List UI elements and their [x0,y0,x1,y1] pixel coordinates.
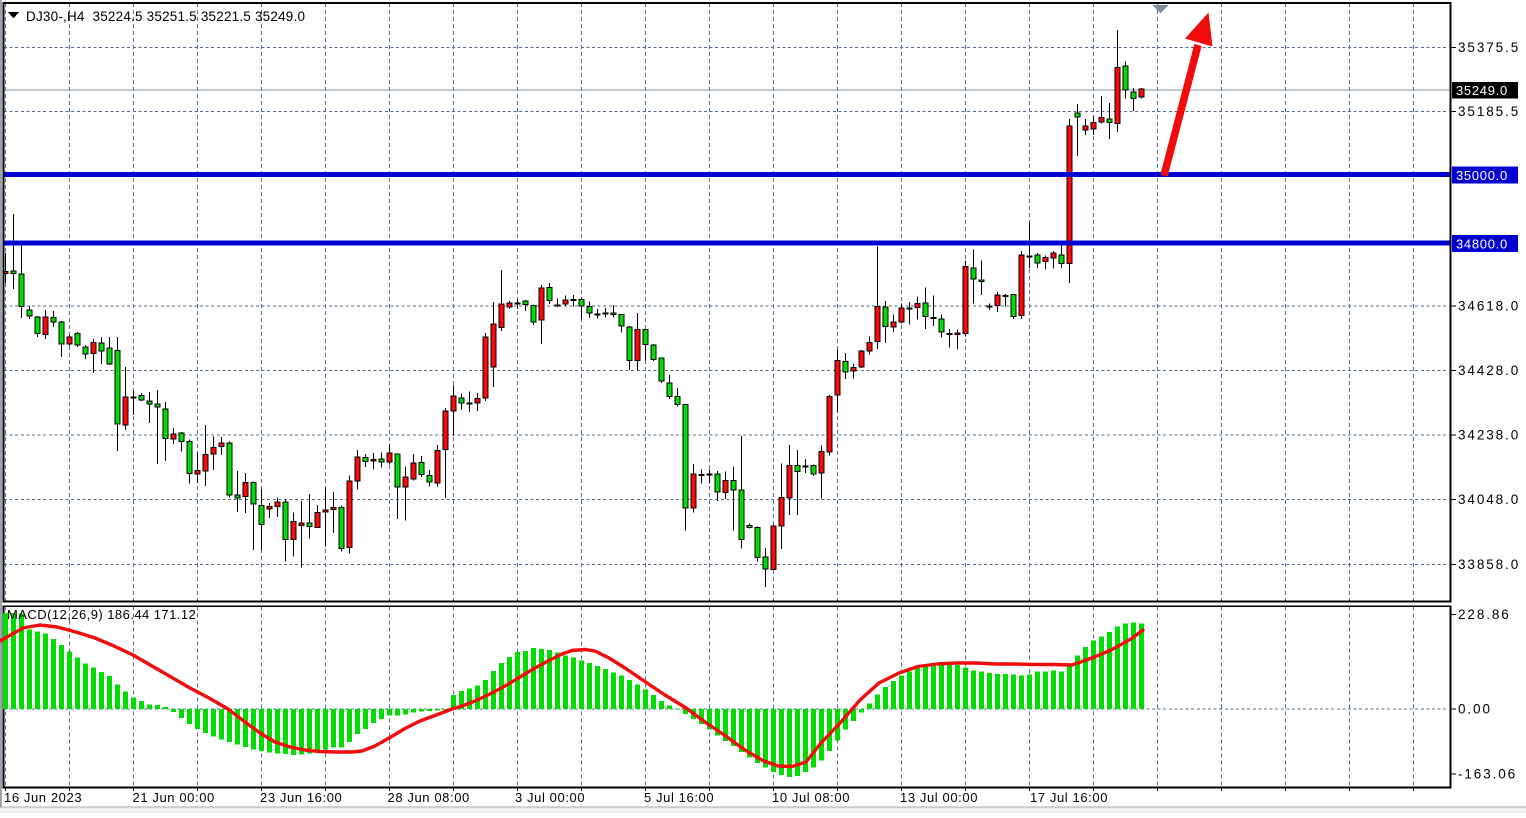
svg-text:21 Jun 00:00: 21 Jun 00:00 [133,790,215,805]
svg-text:34800.0: 34800.0 [1456,237,1508,252]
svg-text:34238.0: 34238.0 [1458,428,1520,443]
svg-text:35375.5: 35375.5 [1458,40,1520,55]
svg-text:28 Jun 08:00: 28 Jun 08:00 [388,790,470,805]
svg-text:34428.0: 34428.0 [1458,363,1520,378]
svg-text:MACD(12,26,9) 186.44 171.12: MACD(12,26,9) 186.44 171.12 [7,607,196,622]
svg-text:DJ30-,H4 35224.5 35251.5 3522: DJ30-,H4 35224.5 35251.5 35221.5 35249.0 [26,9,305,24]
svg-text:35249.0: 35249.0 [1456,83,1508,98]
svg-text:5 Jul 16:00: 5 Jul 16:00 [644,790,714,805]
svg-text:34618.0: 34618.0 [1458,298,1520,313]
svg-text:33858.0: 33858.0 [1458,557,1520,572]
svg-text:-163.06: -163.06 [1458,767,1517,782]
svg-text:23 Jun 16:00: 23 Jun 16:00 [260,790,342,805]
svg-text:0.00: 0.00 [1458,702,1492,717]
svg-text:35000.0: 35000.0 [1456,168,1508,183]
svg-text:34048.0: 34048.0 [1458,492,1520,507]
svg-text:3 Jul 00:00: 3 Jul 00:00 [515,790,585,805]
svg-text:10 Jul 08:00: 10 Jul 08:00 [772,790,850,805]
svg-text:13 Jul 00:00: 13 Jul 00:00 [900,790,978,805]
svg-text:228.86: 228.86 [1458,607,1511,622]
svg-text:35185.5: 35185.5 [1458,104,1520,119]
svg-text:17 Jul 16:00: 17 Jul 16:00 [1030,790,1108,805]
svg-text:16 Jun 2023: 16 Jun 2023 [4,790,82,805]
